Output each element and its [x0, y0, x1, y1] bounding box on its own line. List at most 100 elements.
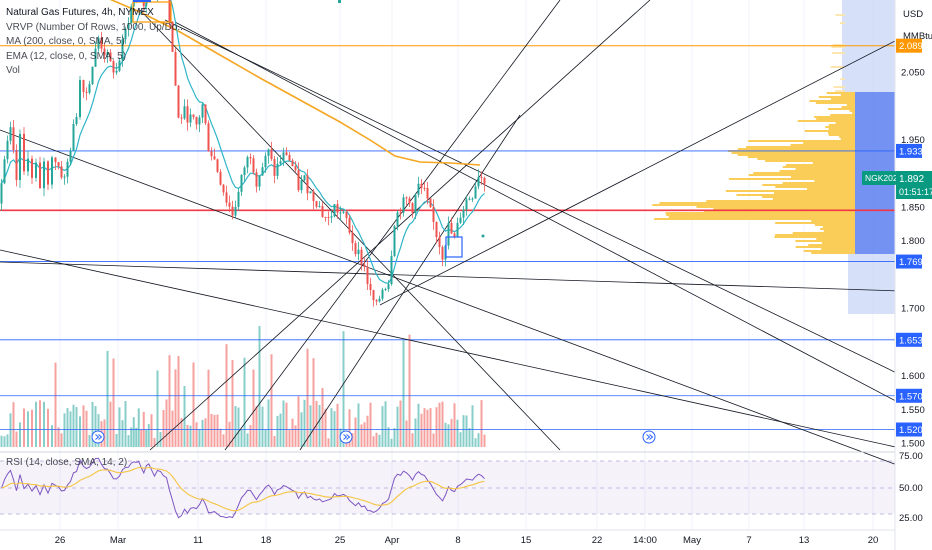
volume-bar: [267, 399, 270, 447]
volume-bar: [375, 432, 378, 447]
trend-line-8[interactable]: [224, 0, 561, 451]
volume-bar: [112, 358, 115, 447]
highlight-box-marker: [133, 0, 151, 2]
volume-bar: [198, 429, 201, 447]
profile-row: [654, 218, 855, 220]
volume-bar: [162, 409, 165, 447]
volume-bar: [177, 356, 180, 447]
volume-bar: [438, 402, 441, 447]
candle-body: [324, 216, 327, 218]
volume-bar: [318, 405, 321, 447]
rsi-band: [0, 461, 895, 514]
volume-bar: [150, 414, 153, 447]
trend-line-7[interactable]: [149, 0, 651, 451]
candle-body: [288, 155, 291, 161]
price-tick-1: 1.950: [901, 135, 925, 146]
candle-body: [474, 186, 477, 199]
trend-line-6[interactable]: [174, 21, 932, 421]
profile-row: [808, 244, 855, 246]
profile-row: [736, 194, 855, 196]
profile-row: [821, 248, 855, 250]
candle-body: [39, 162, 41, 189]
trend-line-3[interactable]: [0, 261, 932, 293]
unit-label[interactable]: MMBtu: [903, 31, 932, 42]
candle-body: [354, 243, 357, 255]
candle-body: [85, 91, 88, 93]
trend-line-10[interactable]: [379, 21, 932, 306]
volume-bar: [246, 433, 249, 447]
volume-bar: [432, 433, 435, 447]
candle-body: [19, 133, 21, 180]
rsi-ticks: 75.00 50.00 25.00: [899, 451, 923, 524]
volume-bar: [35, 401, 37, 447]
volume-bar: [276, 415, 279, 447]
trend-line-9[interactable]: [299, 114, 521, 451]
profile-row: [785, 164, 855, 166]
trend-line-5[interactable]: [164, 19, 932, 391]
volume-bar: [288, 430, 291, 447]
volume-bar: [19, 422, 21, 447]
rsi-ma-line: [1, 466, 485, 512]
candle-body: [109, 52, 112, 62]
legend-vol[interactable]: Vol: [6, 65, 20, 76]
candle-body: [3, 159, 6, 184]
volume-bar: [417, 403, 420, 447]
volume-bar: [195, 422, 198, 447]
volume-bar: [60, 433, 63, 447]
profile-row: [774, 236, 855, 238]
candle-body: [279, 161, 282, 164]
volume-bar: [216, 414, 219, 447]
event-marker-2[interactable]: [339, 430, 353, 444]
volume-bar: [408, 334, 411, 447]
candle-body: [294, 166, 297, 171]
profile-row: [762, 184, 855, 186]
candle-body: [219, 171, 222, 185]
candle-body: [177, 85, 180, 118]
legend-title[interactable]: Natural Gas Futures, 4h, NYMEX: [6, 7, 154, 18]
profile-row: [779, 170, 855, 172]
legend-ema[interactable]: EMA (12, close, 0, SMA, 5): [6, 50, 127, 62]
candle-body: [94, 48, 97, 67]
candle-body: [339, 212, 342, 214]
candle-body: [168, 0, 171, 22]
volume-bar: [270, 354, 273, 447]
volume-bar: [330, 408, 333, 447]
candle-body: [414, 194, 417, 213]
event-markers[interactable]: [91, 430, 656, 444]
candle-body: [57, 162, 60, 167]
volume-bar: [130, 427, 133, 447]
candles: [0, 0, 486, 307]
profile-row: [840, 138, 855, 140]
volume-bar: [201, 419, 204, 447]
profile-row: [809, 100, 855, 102]
profile-row: [713, 208, 855, 210]
candle-body: [142, 0, 145, 7]
candle-body: [207, 123, 210, 152]
price-tick-2: 1.850: [901, 202, 925, 213]
small-box[interactable]: [445, 236, 463, 258]
volume-bar: [63, 413, 66, 447]
currency-label[interactable]: USD: [903, 9, 923, 20]
legend-ma[interactable]: MA (200, close, 0, SMA, 5): [6, 36, 125, 47]
candle-body: [51, 157, 53, 185]
candle-body: [315, 201, 318, 207]
volume-bar: [213, 414, 216, 447]
candle-body: [189, 114, 192, 123]
top-marker: [338, 0, 341, 3]
trend-line-2[interactable]: [0, 249, 932, 456]
rsi-legend[interactable]: RSI (14, close, SMA, 14, 2): [6, 457, 128, 468]
candle-body: [127, 23, 130, 29]
volume-bar: [402, 340, 405, 447]
legend-vrvp[interactable]: VRVP (Number Of Rows, 1000, Up/Do...: [6, 21, 186, 33]
event-marker-3[interactable]: [642, 430, 656, 444]
price-axis[interactable]: USD MMBtu: [894, 0, 932, 550]
profile-row: [748, 174, 855, 176]
profile-row: [795, 168, 855, 170]
highlight-box[interactable]: [132, 1, 172, 23]
candle-body: [183, 106, 186, 119]
event-marker-1[interactable]: [91, 430, 105, 444]
volume-profile: [652, 0, 895, 314]
candle-body: [106, 52, 109, 56]
trend-line-1[interactable]: [0, 129, 932, 479]
